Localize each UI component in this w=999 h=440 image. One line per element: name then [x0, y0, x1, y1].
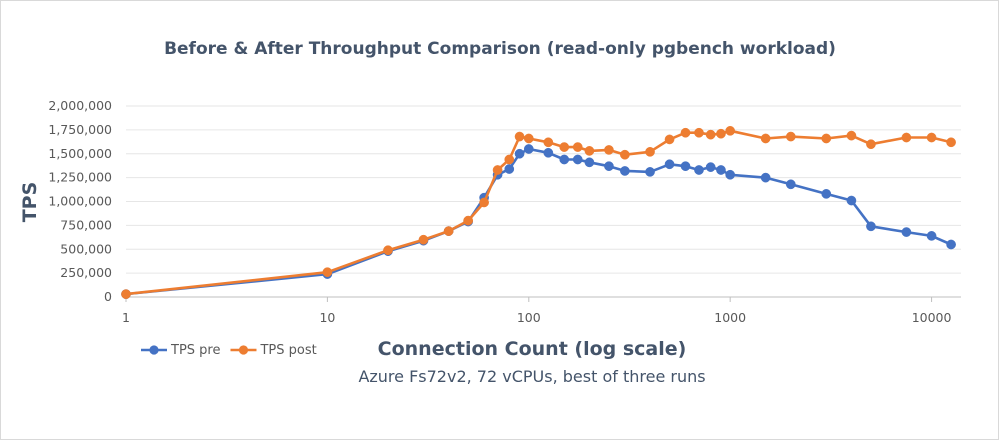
x-tick-label: 1000: [714, 310, 746, 325]
data-point-tps-pre: [680, 161, 691, 172]
data-point-tps-pre: [559, 154, 570, 165]
chart-title: Before & After Throughput Comparison (re…: [164, 39, 836, 59]
data-point-tps-pre: [760, 172, 771, 183]
data-point-tps-post: [383, 245, 393, 256]
y-tick-label: 1,000,000: [48, 194, 112, 209]
data-point-tps-pre: [926, 231, 937, 241]
data-point-tps-post: [584, 146, 595, 156]
data-point-tps-pre: [866, 221, 876, 232]
data-point-tps-post: [821, 133, 832, 144]
data-point-tps-pre: [572, 154, 583, 165]
data-point-tps-post: [322, 267, 333, 278]
data-point-tps-post: [926, 132, 937, 143]
data-point-tps-pre: [645, 167, 655, 177]
data-point-tps-pre: [694, 165, 704, 175]
data-point-tps-post: [418, 234, 429, 245]
data-point-tps-post: [946, 137, 956, 148]
x-tick-label: 10000: [912, 310, 952, 325]
gridlines: [126, 105, 961, 298]
legend-label: TPS post: [259, 343, 316, 358]
y-tick-labels: 0 250,000 500,000 750,000 1,000,000 1,250,000…: [48, 98, 112, 304]
data-point-tps-post: [620, 149, 630, 160]
y-tick-label: 250,000: [60, 265, 112, 280]
data-point-tps-post: [716, 128, 726, 139]
series-tps-pre: [121, 144, 956, 299]
y-tick-label: 750,000: [60, 217, 112, 232]
chart-subtitle: Azure Fs72v2, 72 vCPUs, best of three ru…: [358, 367, 705, 386]
data-point-tps-pre: [584, 157, 595, 168]
series-tps-post: [121, 125, 956, 299]
data-point-tps-post: [492, 165, 503, 175]
data-point-tps-pre: [504, 164, 515, 174]
y-tick-label: 1,250,000: [48, 170, 112, 185]
y-tick-label: 1,750,000: [48, 122, 112, 137]
data-point-tps-pre: [604, 161, 614, 172]
series-line-tps-post: [125, 129, 952, 296]
x-tick-label: 10: [319, 310, 335, 325]
data-point-tps-pre: [821, 189, 832, 199]
x-tick-label: 1: [122, 310, 130, 325]
y-axis-label: TPS: [19, 182, 41, 223]
data-point-tps-post: [514, 131, 525, 142]
data-point-tps-post: [705, 129, 716, 140]
data-point-tps-pre: [543, 147, 554, 158]
data-point-tps-post: [121, 289, 131, 299]
x-tick-labels: 1 10 100 1000 10000: [122, 297, 951, 325]
data-point-tps-post: [479, 197, 489, 208]
data-point-tps-post: [694, 127, 704, 138]
data-point-tps-pre: [901, 227, 912, 237]
y-tick-label: 0: [104, 289, 112, 304]
data-point-tps-pre: [705, 162, 716, 172]
data-point-tps-post: [664, 134, 675, 145]
legend-item-tps-pre: TPS pre: [141, 343, 220, 358]
series-line-tps-pre: [125, 147, 952, 296]
data-point-tps-pre: [846, 195, 857, 206]
data-point-tps-post: [645, 146, 655, 157]
data-point-tps-post: [543, 137, 554, 148]
data-point-tps-post: [559, 142, 570, 152]
data-point-tps-post: [901, 132, 912, 143]
x-axis-label: Connection Count (log scale): [378, 338, 687, 360]
series-group: [121, 125, 956, 299]
data-point-tps-pre: [620, 166, 630, 176]
data-point-tps-post: [846, 130, 857, 141]
data-point-tps-pre: [664, 159, 675, 170]
x-tick-label: 100: [517, 310, 541, 325]
data-point-tps-post: [443, 226, 454, 236]
data-point-tps-post: [504, 154, 515, 165]
data-point-tps-post: [785, 131, 796, 142]
data-point-tps-pre: [785, 179, 796, 190]
y-tick-label: 500,000: [60, 241, 112, 256]
legend-swatch-marker: [149, 345, 159, 355]
data-point-tps-post: [760, 133, 771, 144]
data-point-tps-post: [725, 125, 736, 136]
data-point-tps-pre: [514, 148, 525, 159]
data-point-tps-pre: [523, 144, 534, 154]
legend-item-tps-post: TPS post: [230, 343, 317, 358]
data-point-tps-pre: [725, 169, 736, 180]
data-point-tps-post: [523, 133, 534, 144]
legend-label: TPS pre: [170, 343, 220, 358]
data-point-tps-post: [604, 145, 614, 155]
y-tick-label: 2,000,000: [48, 98, 112, 113]
data-point-tps-post: [572, 142, 583, 152]
data-point-tps-post: [866, 139, 876, 150]
legend-swatch-marker: [238, 345, 249, 355]
data-point-tps-pre: [946, 239, 956, 250]
legend: TPS pre TPS post: [141, 343, 317, 358]
data-point-tps-post: [680, 127, 691, 138]
data-point-tps-post: [463, 215, 474, 226]
y-tick-label: 1,500,000: [48, 146, 112, 161]
data-point-tps-pre: [716, 165, 726, 175]
